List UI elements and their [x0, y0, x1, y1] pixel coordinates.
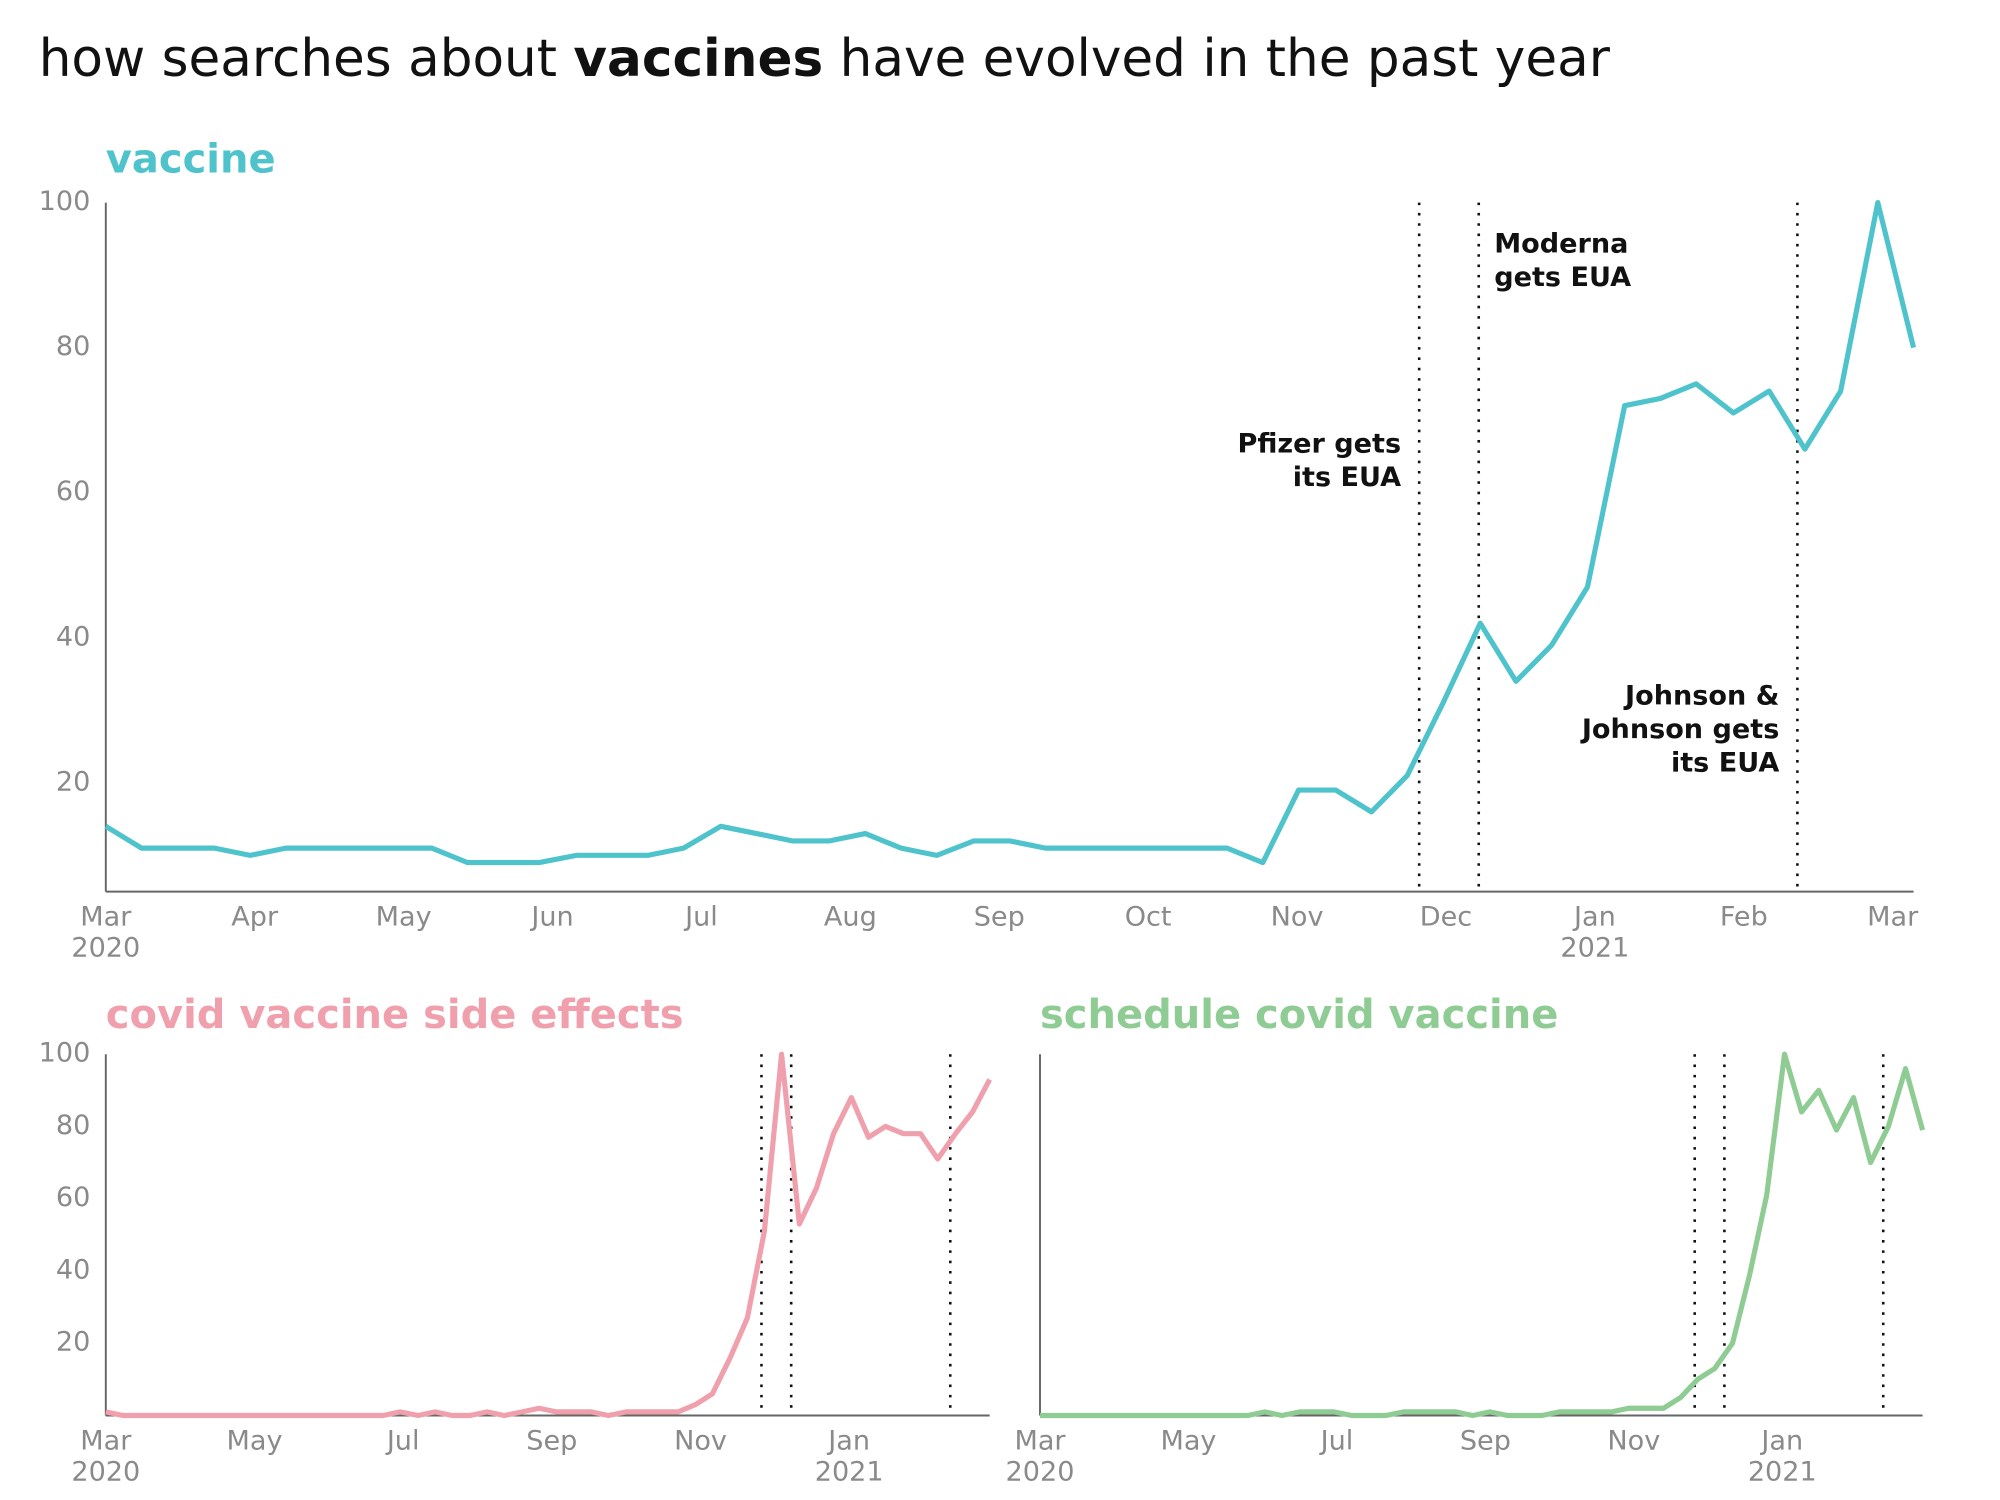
x-tick-label-line: Jun: [529, 901, 573, 932]
x-tick-label: May: [376, 901, 432, 932]
annotation: Johnson &: [1623, 680, 1779, 711]
x-tick-label: Jan 2021: [1748, 1425, 1817, 1487]
x-tick-label-line: 2020: [71, 1456, 140, 1487]
x-tick-label: Dec: [1420, 901, 1472, 932]
x-tick-label-line: Feb: [1720, 901, 1768, 932]
x-tick-label-line: May: [226, 1425, 282, 1456]
x-tick-label: Mar 2020: [1006, 1425, 1075, 1487]
x-tick-label: Sep: [526, 1425, 577, 1456]
x-tick-label: Oct: [1125, 901, 1172, 932]
annotation: Moderna: [1494, 229, 1628, 260]
x-tick-label-line: Mar: [1014, 1425, 1066, 1456]
chart-subtitle: schedule covid vaccine: [1040, 992, 1558, 1038]
x-tick-label-line: Jan: [826, 1425, 870, 1456]
x-tick-label-line: 2020: [71, 932, 140, 963]
x-tick-label: Jun: [529, 901, 573, 932]
y-tick-label: 80: [56, 1110, 90, 1141]
data-line: [104, 199, 1917, 866]
y-tick-label: 20: [56, 1327, 90, 1358]
y-tick-label: 40: [56, 621, 90, 652]
x-tick-label-line: Nov: [1271, 901, 1324, 932]
x-tick-label: Nov: [1607, 1425, 1660, 1456]
x-tick-label: May: [1160, 1425, 1216, 1456]
x-tick-label-line: 2021: [1748, 1456, 1817, 1487]
x-tick-label: Mar 2020: [71, 1425, 140, 1487]
chart-subtitle: vaccine: [106, 136, 276, 182]
x-tick-label-line: Sep: [526, 1425, 577, 1456]
x-tick-label-line: 2020: [1006, 1456, 1075, 1487]
x-tick-label: Nov: [674, 1425, 727, 1456]
y-tick-label: 100: [39, 186, 91, 217]
x-tick-label-line: Mar: [1867, 901, 1919, 932]
x-tick-label-line: May: [376, 901, 432, 932]
x-tick-label: Sep: [974, 901, 1025, 932]
x-tick-label-line: Jul: [385, 1425, 420, 1456]
x-tick-label: Mar 2020: [71, 901, 140, 963]
title-part: how searches about: [39, 29, 557, 89]
x-tick-label-line: Sep: [974, 901, 1025, 932]
data-line: [1040, 1051, 1926, 1419]
x-tick-label-line: Jan: [1759, 1425, 1803, 1456]
x-tick-label-line: Nov: [674, 1425, 727, 1456]
x-tick-label: Jan 2021: [1560, 901, 1629, 963]
x-tick-label: Aug: [824, 901, 877, 932]
title-part: vaccines: [573, 29, 823, 89]
x-tick-label: Sep: [1460, 1425, 1511, 1456]
x-tick-label: Mar: [1867, 901, 1919, 932]
x-tick-label: Apr: [231, 901, 279, 932]
data-line: [105, 1051, 992, 1419]
x-tick-label-line: 2021: [815, 1456, 884, 1487]
y-tick-label: 80: [56, 331, 90, 362]
x-tick-label-line: Jul: [1319, 1425, 1354, 1456]
chart-subtitle: covid vaccine side effects: [106, 992, 684, 1038]
title-part: have evolved in the past year: [840, 29, 1611, 89]
y-tick-label: 20: [56, 766, 90, 797]
annotation: Pfizer gets: [1237, 429, 1401, 460]
x-tick-label: Jul: [683, 901, 718, 932]
x-tick-label-line: 2021: [1560, 932, 1629, 963]
x-tick-label-line: Mar: [80, 901, 132, 932]
x-tick-label-line: Aug: [824, 901, 877, 932]
annotation: its EUA: [1671, 747, 1779, 778]
annotation: Johnson gets: [1580, 714, 1779, 745]
y-tick-label: 60: [56, 476, 90, 507]
x-tick-label-line: Apr: [231, 901, 279, 932]
y-tick-label: 60: [56, 1182, 90, 1213]
x-tick-label-line: Sep: [1460, 1425, 1511, 1456]
x-tick-label: Jul: [1319, 1425, 1354, 1456]
x-tick-label-line: May: [1160, 1425, 1216, 1456]
page-title: how searches about vaccines have evolved…: [39, 29, 1611, 89]
x-tick-label-line: Mar: [80, 1425, 132, 1456]
x-tick-label-line: Oct: [1125, 901, 1172, 932]
annotation: its EUA: [1293, 462, 1401, 493]
y-tick-label: 40: [56, 1254, 90, 1285]
x-tick-label-line: Dec: [1420, 901, 1472, 932]
x-tick-label: Nov: [1271, 901, 1324, 932]
x-tick-label-line: Jan: [1572, 901, 1616, 932]
y-tick-label: 100: [39, 1038, 91, 1069]
annotation: gets EUA: [1494, 262, 1631, 293]
x-tick-label: Jul: [385, 1425, 420, 1456]
x-tick-label-line: Jul: [683, 901, 718, 932]
x-tick-label-line: Nov: [1607, 1425, 1660, 1456]
x-tick-label: Jan 2021: [815, 1425, 884, 1487]
x-tick-label: May: [226, 1425, 282, 1456]
x-tick-label: Feb: [1720, 901, 1768, 932]
